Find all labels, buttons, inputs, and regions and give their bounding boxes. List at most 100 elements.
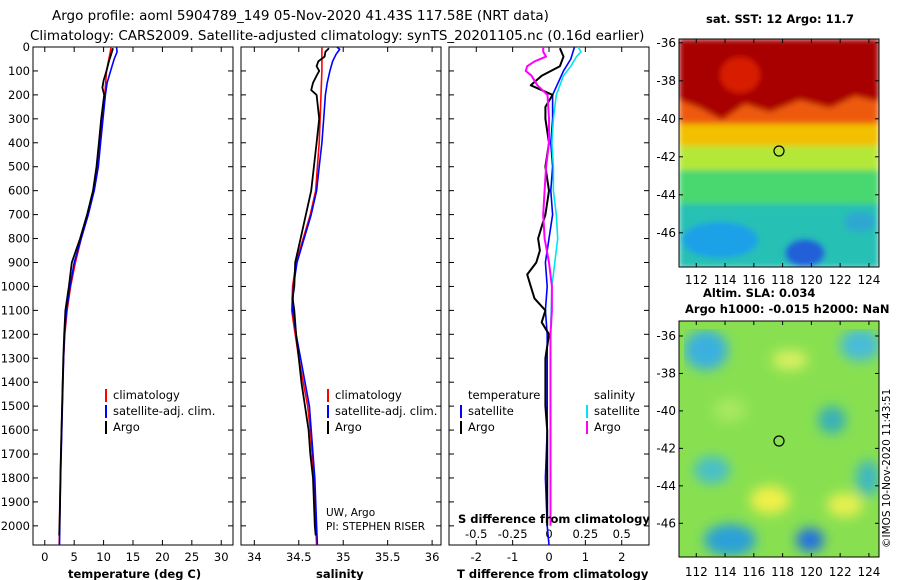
temperature-x-axis: 0 5 10 15 20 25 30 xyxy=(41,47,229,564)
map-x-tick-label: 122 xyxy=(829,565,852,579)
sst-warm-eddy xyxy=(720,57,760,93)
sla-rise-w xyxy=(714,398,746,422)
map-x-tick-label: 116 xyxy=(742,565,765,579)
sla-high-n xyxy=(772,350,808,370)
temperature-series xyxy=(58,47,118,545)
legend-label-climatology: climatology xyxy=(335,388,402,402)
sst-green-band xyxy=(679,170,879,206)
temperature-tick-label: 15 xyxy=(126,550,141,564)
argo-float-marker xyxy=(773,435,785,447)
depth-tick-label: 1400 xyxy=(1,375,30,389)
temperature-tick-label: 10 xyxy=(96,550,111,564)
legend-label-t-satellite: satellite xyxy=(468,404,514,418)
depth-tick-label: 700 xyxy=(8,208,30,222)
difference-tick-label: 1 xyxy=(582,550,589,564)
legend-label-argo: Argo xyxy=(113,420,140,434)
credit-line2: PI: STEPHEN RISER xyxy=(326,521,425,533)
sla-low-nw xyxy=(684,330,728,370)
legend-label-climatology: climatology xyxy=(113,388,180,402)
salinity-tick-label: 35 xyxy=(336,550,351,564)
temperature-legend: climatology satellite-adj. clim. Argo xyxy=(105,388,215,434)
salinity-tick-label: 34.5 xyxy=(286,550,312,564)
salinity-x-axis: 34 34.5 35 35.5 36 xyxy=(247,47,439,564)
difference-legend: temperature salinity satellite Argo sate… xyxy=(460,388,640,434)
map-y-tick-label: -38 xyxy=(656,366,676,380)
temperature-tick-label: 5 xyxy=(71,550,78,564)
difference-x-axis: -2 -1 0 1 2 -0.5 -0.25 0 0.25 0.5 xyxy=(465,47,631,564)
sla-low-deep xyxy=(796,528,824,552)
temperature-tick-label: 25 xyxy=(185,550,200,564)
sst-map-frame xyxy=(678,38,880,268)
sst-map-field xyxy=(679,39,879,267)
series-line-argo xyxy=(58,47,114,536)
depth-axis: 0 100 200 300 400 500 600 700 800 900 1000 1100 1200… xyxy=(1,40,649,533)
difference-tick-label: -1 xyxy=(507,550,518,564)
depth-tick-label: 2000 xyxy=(1,519,30,533)
map-y-tick-label: -46 xyxy=(656,516,676,530)
temperature-panel-frame xyxy=(32,46,234,546)
depth-tick-label: 1100 xyxy=(1,303,30,317)
s-difference-tick-label: -0.5 xyxy=(465,527,487,541)
sla-map-title-line2: Argo h1000: -0.015 h2000: NaN xyxy=(685,302,889,316)
legend-title-temperature: temperature xyxy=(468,388,540,402)
legend-label-t-argo: Argo xyxy=(468,420,495,434)
legend-label-satellite: satellite-adj. clim. xyxy=(335,404,437,418)
map-x-tick-label: 114 xyxy=(714,565,737,579)
map-y-tick-label: -38 xyxy=(656,74,676,88)
depth-tick-label: 400 xyxy=(8,136,30,150)
map-y-tick-label: -36 xyxy=(656,329,676,343)
credit-line1: UW, Argo xyxy=(326,507,375,519)
sla-low-ne xyxy=(840,329,879,361)
depth-tick-label: 1800 xyxy=(1,471,30,485)
sst-cold-patch-west xyxy=(682,222,758,258)
series-line-argo xyxy=(291,47,330,536)
sla-high-se xyxy=(827,493,863,517)
sst-yellow-band xyxy=(679,124,879,148)
series-line-satellite-adj-clim- xyxy=(291,47,341,545)
sla-low-south xyxy=(704,524,756,556)
map-y-tick-label: -42 xyxy=(656,441,676,455)
salinity-tick-label: 35.5 xyxy=(375,550,401,564)
sla-map-field xyxy=(679,321,879,557)
sst-orange-front xyxy=(679,96,879,131)
temperature-tick-label: 20 xyxy=(155,550,170,564)
sst-lime-band xyxy=(679,146,879,172)
difference-tick-label: -2 xyxy=(471,550,482,564)
depth-tick-label: 1500 xyxy=(1,399,30,413)
depth-tick-label: 900 xyxy=(8,255,30,269)
depth-tick-label: 300 xyxy=(8,112,30,126)
salinity-tick-label: 36 xyxy=(425,550,440,564)
map-x-tick-label: 124 xyxy=(857,273,880,287)
difference-xlabel: T difference from climatology xyxy=(457,567,649,580)
depth-tick-label: 1000 xyxy=(1,279,30,293)
salinity-series xyxy=(290,47,341,545)
figure-title-line1: Argo profile: aoml 5904789_149 05-Nov-20… xyxy=(52,8,549,24)
series-line-salinity-argo xyxy=(524,47,553,526)
difference-tick-label: 0 xyxy=(545,550,552,564)
sla-map-axes: 112 114 116 118 120 122 124 -36 -38 -40 -42 -44 -46 xyxy=(656,321,880,579)
difference-tick-label: 2 xyxy=(618,550,625,564)
salinity-panel-frame xyxy=(240,46,442,546)
map-y-tick-label: -42 xyxy=(656,150,676,164)
depth-tick-label: 500 xyxy=(8,160,30,174)
map-x-tick-label: 120 xyxy=(800,273,823,287)
map-y-tick-label: -44 xyxy=(656,188,676,202)
map-x-tick-label: 116 xyxy=(742,273,765,287)
depth-tick-label: 800 xyxy=(8,232,30,246)
sst-map-axes: 112 114 116 118 120 122 124 -36 -38 -40 -42 -44 -46 xyxy=(656,36,880,287)
sst-map-title: sat. SST: 12 Argo: 11.7 xyxy=(706,12,854,26)
legend-label-satellite: satellite-adj. clim. xyxy=(113,404,215,418)
sst-cold-patch-east xyxy=(785,239,825,267)
sla-low-e xyxy=(818,406,846,434)
legend-label-s-argo: Argo xyxy=(594,420,621,434)
salinity-tick-label: 34 xyxy=(247,550,262,564)
depth-tick-label: 1900 xyxy=(1,495,30,509)
series-line-climatology xyxy=(290,47,323,545)
depth-tick-label: 1600 xyxy=(1,423,30,437)
map-x-tick-label: 112 xyxy=(685,565,708,579)
sst-cold-patch-ne xyxy=(844,212,876,232)
depth-tick-label: 100 xyxy=(8,64,30,78)
s-difference-tick-label: -0.25 xyxy=(498,527,528,541)
argo-float-marker xyxy=(773,145,785,157)
